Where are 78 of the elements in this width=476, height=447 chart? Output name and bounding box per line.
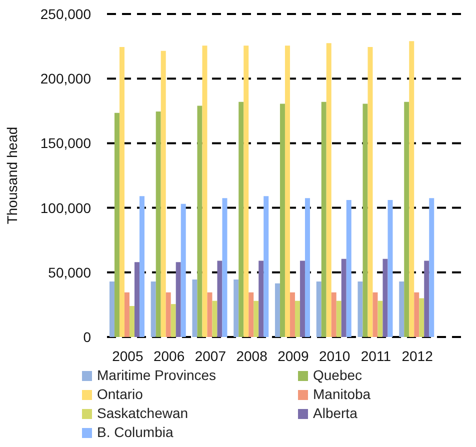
- bar: [274, 283, 280, 337]
- bar: [388, 200, 393, 337]
- y-tick-label: 0: [83, 328, 92, 345]
- y-tick-label: 150,000: [40, 135, 92, 152]
- x-tick-label: 2006: [153, 348, 185, 364]
- bar: [134, 262, 140, 337]
- bar: [254, 300, 259, 337]
- bar: [284, 46, 290, 337]
- bar: [358, 281, 363, 337]
- bar: [222, 198, 228, 337]
- x-tick-label: 2005: [112, 348, 144, 364]
- legend-label: Quebec: [313, 367, 362, 384]
- bar: [372, 292, 378, 337]
- y-tick-label: 200,000: [40, 70, 92, 87]
- legend-label: Manitoba: [313, 386, 371, 403]
- bar: [129, 306, 134, 337]
- bar: [362, 104, 368, 337]
- bar: [290, 292, 295, 337]
- bar: [212, 300, 218, 337]
- bar: [150, 281, 156, 337]
- bar: [166, 292, 171, 337]
- bar: [300, 260, 305, 337]
- bar: [114, 112, 120, 337]
- y-tick-label: 250,000: [40, 6, 92, 22]
- bar: [294, 300, 300, 337]
- legend-label: Ontario: [97, 386, 143, 403]
- bar: [326, 43, 332, 337]
- bar: [341, 258, 346, 337]
- bar: [234, 280, 239, 337]
- bar: [429, 198, 434, 337]
- bar: [316, 281, 322, 337]
- bar: [124, 292, 130, 337]
- legend-label: Maritime Provinces: [97, 367, 216, 384]
- y-tick-label: 100,000: [40, 200, 92, 216]
- bar: [180, 204, 186, 337]
- bar: [409, 41, 414, 337]
- legend-label: Alberta: [313, 405, 358, 422]
- bar: [404, 102, 410, 337]
- x-tick-label: 2009: [278, 348, 309, 364]
- bar: [109, 281, 114, 337]
- bar: [378, 300, 383, 337]
- y-tick-label: 50,000: [48, 264, 92, 280]
- bar: [331, 292, 336, 337]
- bar: [346, 200, 352, 337]
- legend-label: B. Columbia: [97, 424, 174, 441]
- bar: [160, 50, 166, 337]
- x-tick-label: 2011: [360, 348, 392, 364]
- bar: [238, 102, 244, 337]
- bar: [368, 46, 373, 337]
- x-tick-label: 2010: [318, 348, 350, 364]
- bar: [207, 292, 212, 337]
- bar: [202, 46, 208, 337]
- bar: [139, 196, 144, 337]
- bar: [119, 46, 124, 337]
- bar: [382, 258, 388, 337]
- bar: [336, 300, 342, 337]
- bar: [321, 102, 326, 337]
- bar: [176, 262, 181, 337]
- y-axis-title: Thousand head: [4, 126, 20, 224]
- bar: [414, 292, 420, 337]
- bar: [280, 104, 285, 337]
- legend-label: Saskatchewan: [97, 405, 188, 422]
- bar: [217, 260, 222, 337]
- bar: [424, 260, 430, 337]
- bar: [258, 260, 264, 337]
- bar: [244, 46, 249, 337]
- bar: [170, 304, 176, 337]
- bar: [399, 281, 404, 337]
- x-tick-label: 2007: [194, 348, 226, 364]
- x-tick-label: 2012: [402, 348, 434, 364]
- bar: [419, 298, 424, 337]
- bar: [304, 198, 310, 337]
- bar: [192, 280, 198, 337]
- bar: [248, 292, 254, 337]
- x-tick-label: 2008: [236, 348, 268, 364]
- bar: [156, 112, 161, 337]
- bar: [197, 106, 202, 337]
- bar: [264, 196, 269, 337]
